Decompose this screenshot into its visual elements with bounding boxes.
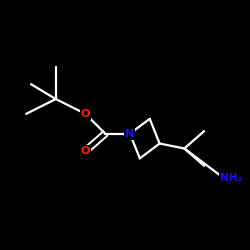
Text: N: N	[125, 129, 134, 139]
Text: NH₂: NH₂	[220, 173, 242, 183]
Text: O: O	[81, 109, 90, 119]
Text: O: O	[81, 146, 90, 156]
